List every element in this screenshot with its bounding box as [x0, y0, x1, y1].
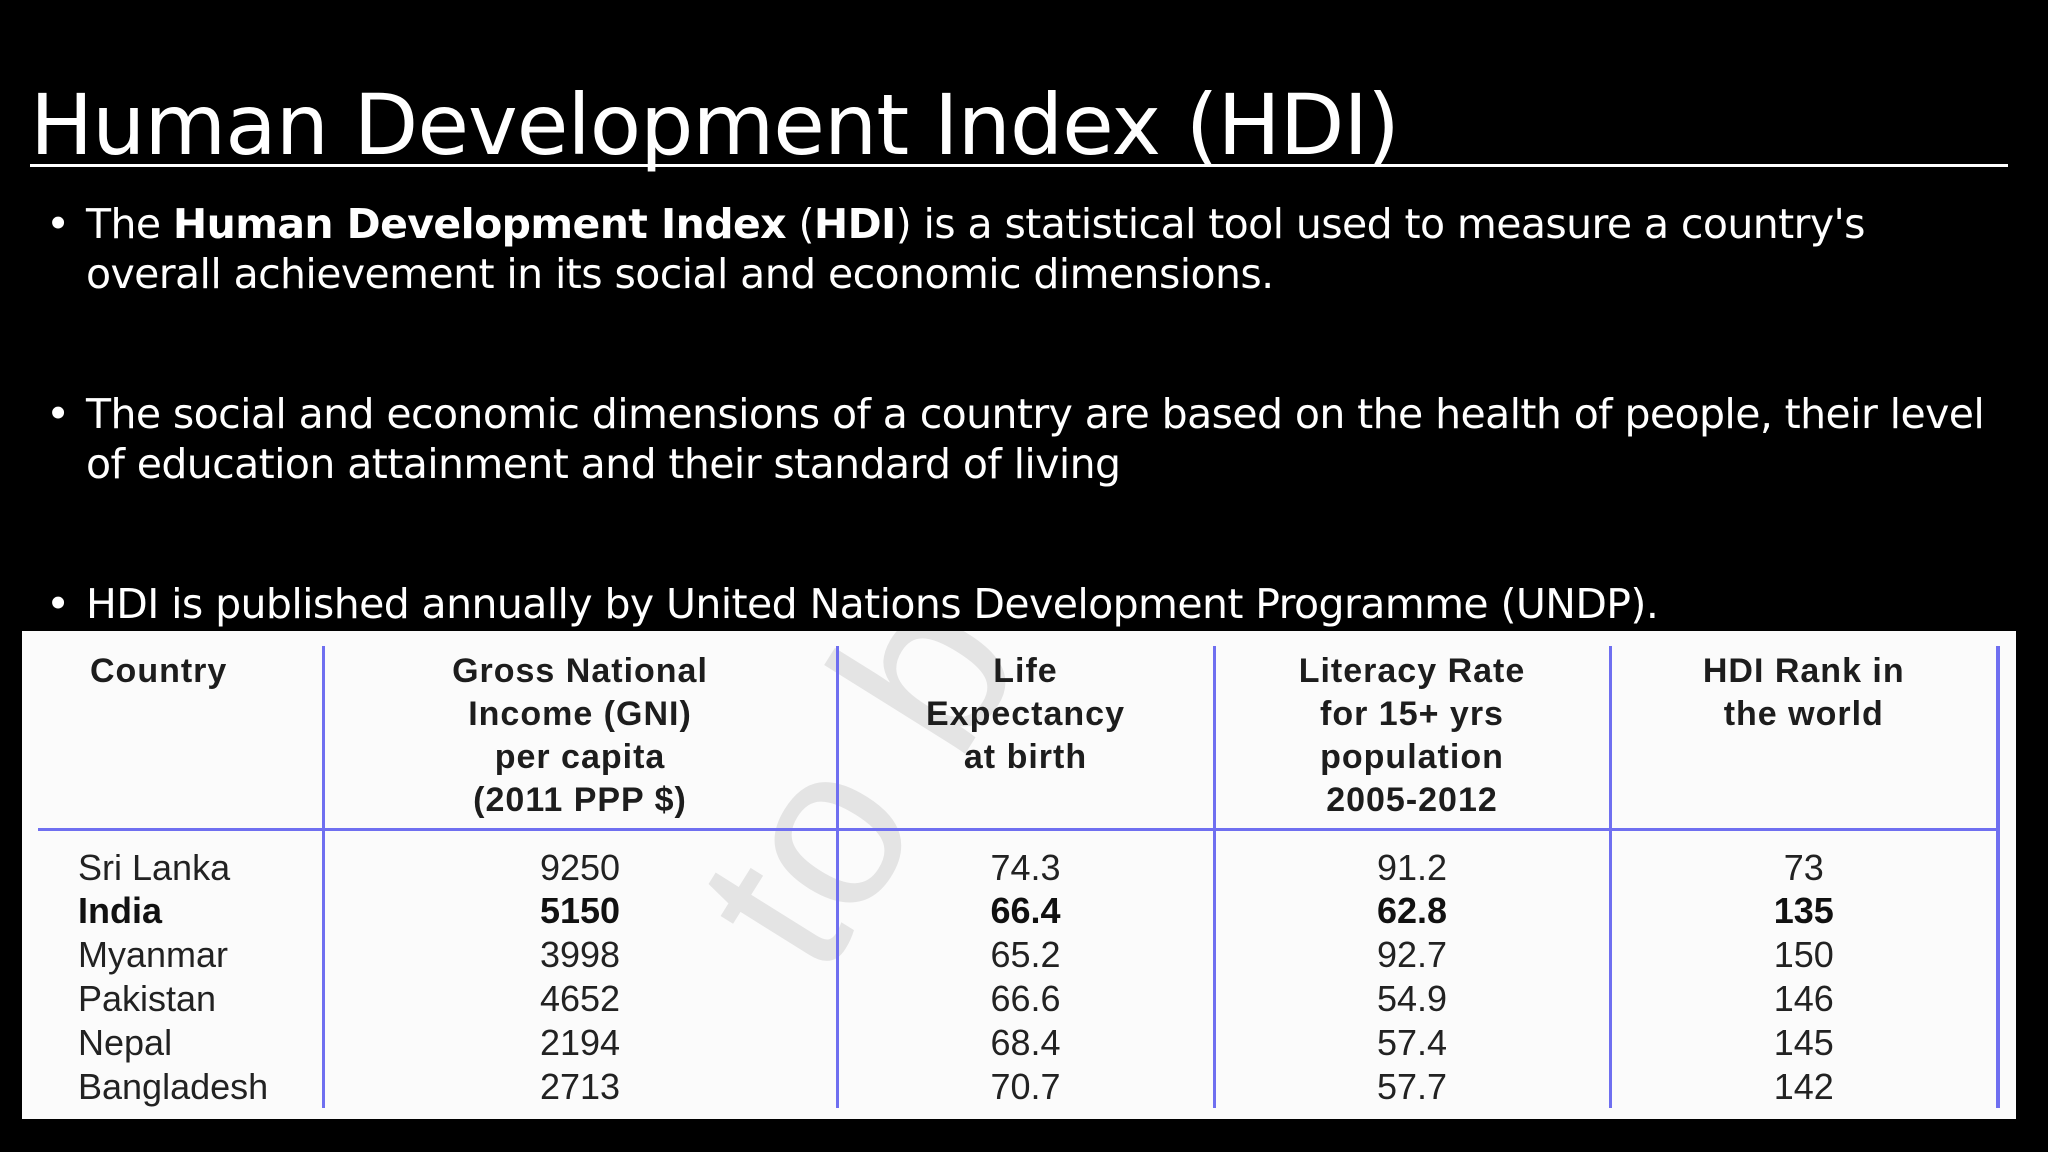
bullet-text: The Human Development Index (HDI) is a s… [86, 199, 2006, 299]
column-header-line: Literacy Rate [1298, 652, 1526, 690]
cell-life-expectancy: 74.3 [835, 829, 1216, 890]
cell-hdi-rank: 142 [1608, 1064, 2000, 1108]
slide-title: Human Development Index (HDI) [30, 76, 1400, 174]
column-header-country: Country [38, 646, 325, 831]
bullet-text: HDI is published annually by United Nati… [86, 580, 1659, 628]
bullet-item-undp: • HDI is published annually by United Na… [46, 579, 2006, 629]
bullet-text-bold-term: Human Development Index [172, 200, 787, 248]
cell-gni: 2194 [321, 1020, 839, 1065]
cell-hdi-rank: 73 [1608, 829, 2000, 890]
column-header-line: the world [1723, 695, 1884, 733]
hdi-table-image: to be Country Gross National Income (GNI)… [22, 631, 2016, 1119]
cell-gni: 9250 [321, 829, 839, 890]
bullet-marker: • [46, 390, 70, 438]
column-header-line: for 15+ yrs [1320, 695, 1504, 733]
cell-gni: 3998 [321, 932, 839, 977]
bullet-text-part: ( [786, 200, 814, 248]
cell-life-expectancy: 65.2 [835, 932, 1216, 977]
cell-country: Myanmar [38, 932, 325, 977]
cell-gni: 2713 [321, 1064, 839, 1108]
table-row: Bangladesh 2713 70.7 57.7 142 [38, 1064, 2000, 1108]
column-header-line: population [1320, 738, 1504, 776]
cell-life-expectancy: 66.6 [835, 976, 1216, 1021]
table-row: Myanmar 3998 65.2 92.7 150 [38, 932, 2000, 977]
column-header-gni: Gross National Income (GNI) per capita (201… [321, 646, 839, 831]
cell-life-expectancy: 68.4 [835, 1020, 1216, 1065]
bullet-text-bold-abbr: HDI [813, 200, 896, 248]
column-header-line: Life [993, 652, 1058, 690]
cell-hdi-rank: 146 [1608, 976, 2000, 1021]
cell-country: India [38, 889, 325, 933]
cell-gni: 4652 [321, 976, 839, 1021]
column-header-line: 2005-2012 [1326, 781, 1498, 819]
column-header-line: Expectancy [926, 695, 1125, 733]
hdi-comparison-table: Country Gross National Income (GNI) per ca… [38, 646, 2000, 1108]
table-row: Pakistan 4652 66.6 54.9 146 [38, 976, 2000, 1021]
cell-life-expectancy: 70.7 [835, 1064, 1216, 1108]
bullet-item-hdi-definition: • The Human Development Index (HDI) is a… [46, 199, 2006, 299]
cell-literacy-rate: 92.7 [1212, 932, 1612, 977]
column-header-line: (2011 PPP $) [473, 781, 687, 819]
column-header-line: HDI Rank in [1702, 652, 1905, 690]
cell-literacy-rate: 62.8 [1212, 889, 1612, 933]
column-header-line: per capita [494, 738, 666, 776]
table-header-row: Country Gross National Income (GNI) per ca… [38, 646, 2000, 831]
bullet-text-part: The [86, 200, 173, 248]
cell-hdi-rank: 135 [1608, 889, 2000, 933]
cell-hdi-rank: 145 [1608, 1020, 2000, 1065]
cell-country: Nepal [38, 1020, 325, 1065]
table-row: India 5150 66.4 62.8 135 [38, 889, 2000, 933]
cell-life-expectancy: 66.4 [835, 889, 1216, 933]
column-header-line: Income (GNI) [468, 695, 692, 733]
column-header-line: at birth [963, 738, 1088, 776]
cell-country: Sri Lanka [38, 829, 325, 890]
cell-literacy-rate: 57.7 [1212, 1064, 1612, 1108]
cell-country: Pakistan [38, 976, 325, 1021]
column-header-line: Country [90, 652, 228, 690]
title-underline [30, 164, 2008, 167]
cell-literacy-rate: 54.9 [1212, 976, 1612, 1021]
column-header-literacy-rate: Literacy Rate for 15+ yrs population 2005-2… [1212, 646, 1612, 831]
table-row: Nepal 2194 68.4 57.4 145 [38, 1020, 2000, 1065]
bullet-marker: • [46, 200, 70, 248]
table-body: Sri Lanka 9250 74.3 91.2 73 India 5150 66.4 62.8… [38, 829, 2000, 1108]
cell-gni: 5150 [321, 889, 839, 933]
column-header-life-expectancy: Life Expectancy at birth [835, 646, 1216, 831]
cell-hdi-rank: 150 [1608, 932, 2000, 977]
column-header-hdi-rank: HDI Rank in the world [1608, 646, 2000, 831]
cell-literacy-rate: 57.4 [1212, 1020, 1612, 1065]
bullet-text-part: ) is a statistical tool used to measure … [86, 200, 1866, 298]
bullet-marker: • [46, 580, 70, 628]
cell-country: Bangladesh [38, 1064, 325, 1108]
bullet-item-dimensions: • The social and economic dimensions of … [46, 389, 2006, 489]
table-row: Sri Lanka 9250 74.3 91.2 73 [38, 829, 2000, 890]
bullet-text: The social and economic dimensions of a … [86, 390, 1985, 488]
column-header-line: Gross National [452, 652, 708, 690]
cell-literacy-rate: 91.2 [1212, 829, 1612, 890]
